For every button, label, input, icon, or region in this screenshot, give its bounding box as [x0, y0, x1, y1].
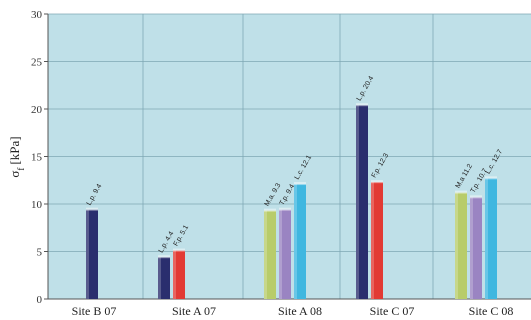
bar-highlight [294, 184, 297, 299]
bars [86, 103, 497, 299]
y-axis-label-subscript: f [16, 168, 26, 171]
bar [86, 209, 98, 299]
bar-cap [279, 207, 291, 211]
bar [371, 182, 383, 299]
bar-cap [294, 182, 306, 186]
y-tick-label: 10 [31, 199, 43, 211]
bar-highlight [264, 210, 267, 299]
bar-highlight [485, 178, 488, 299]
bar-cap [371, 180, 383, 184]
y-tick-label: 15 [31, 152, 43, 164]
bar [264, 210, 276, 299]
bar-highlight [279, 209, 282, 299]
x-category-label: Site A 07 [172, 304, 216, 318]
y-axis-ticks: 0 5 10 15 20 25 30 [31, 9, 48, 306]
y-axis-label: σf [kPa] [7, 136, 26, 177]
bar [279, 209, 291, 299]
y-tick-label: 25 [31, 57, 43, 69]
y-tick-label: 5 [37, 247, 43, 259]
y-tick-label: 30 [31, 9, 43, 21]
bar [485, 178, 497, 299]
x-axis-categories: Site B 07 Site A 07 Site A 08 Site C 07 Site… [72, 304, 514, 318]
bar-highlight [158, 257, 161, 299]
bar-highlight [86, 209, 89, 299]
bar [173, 250, 185, 299]
bar-cap [86, 207, 98, 211]
y-axis-label-unit: [kPa] [7, 136, 22, 164]
bar-highlight [356, 105, 359, 299]
bar [158, 257, 170, 299]
bar-highlight [173, 250, 176, 299]
bar [294, 184, 306, 299]
bar-highlight [470, 197, 473, 299]
bar-highlight [371, 182, 374, 299]
bar-cap [264, 208, 276, 212]
x-category-label: Site C 07 [370, 304, 415, 318]
bar-highlight [455, 192, 458, 299]
x-category-label: Site B 07 [72, 304, 117, 318]
bar [356, 105, 368, 299]
y-tick-label: 20 [31, 104, 43, 116]
bar-cap [455, 190, 467, 194]
bar-cap [158, 255, 170, 259]
y-axis-label-symbol: σ [7, 171, 22, 178]
bar-cap [470, 195, 482, 199]
bar [455, 192, 467, 299]
bar [470, 197, 482, 299]
bar-cap [356, 103, 368, 107]
x-category-label: Site C 08 [469, 304, 514, 318]
bar-cap [485, 176, 497, 180]
y-tick-label: 0 [37, 294, 43, 306]
x-category-label: Site A 08 [278, 304, 322, 318]
bar-cap [173, 248, 185, 252]
